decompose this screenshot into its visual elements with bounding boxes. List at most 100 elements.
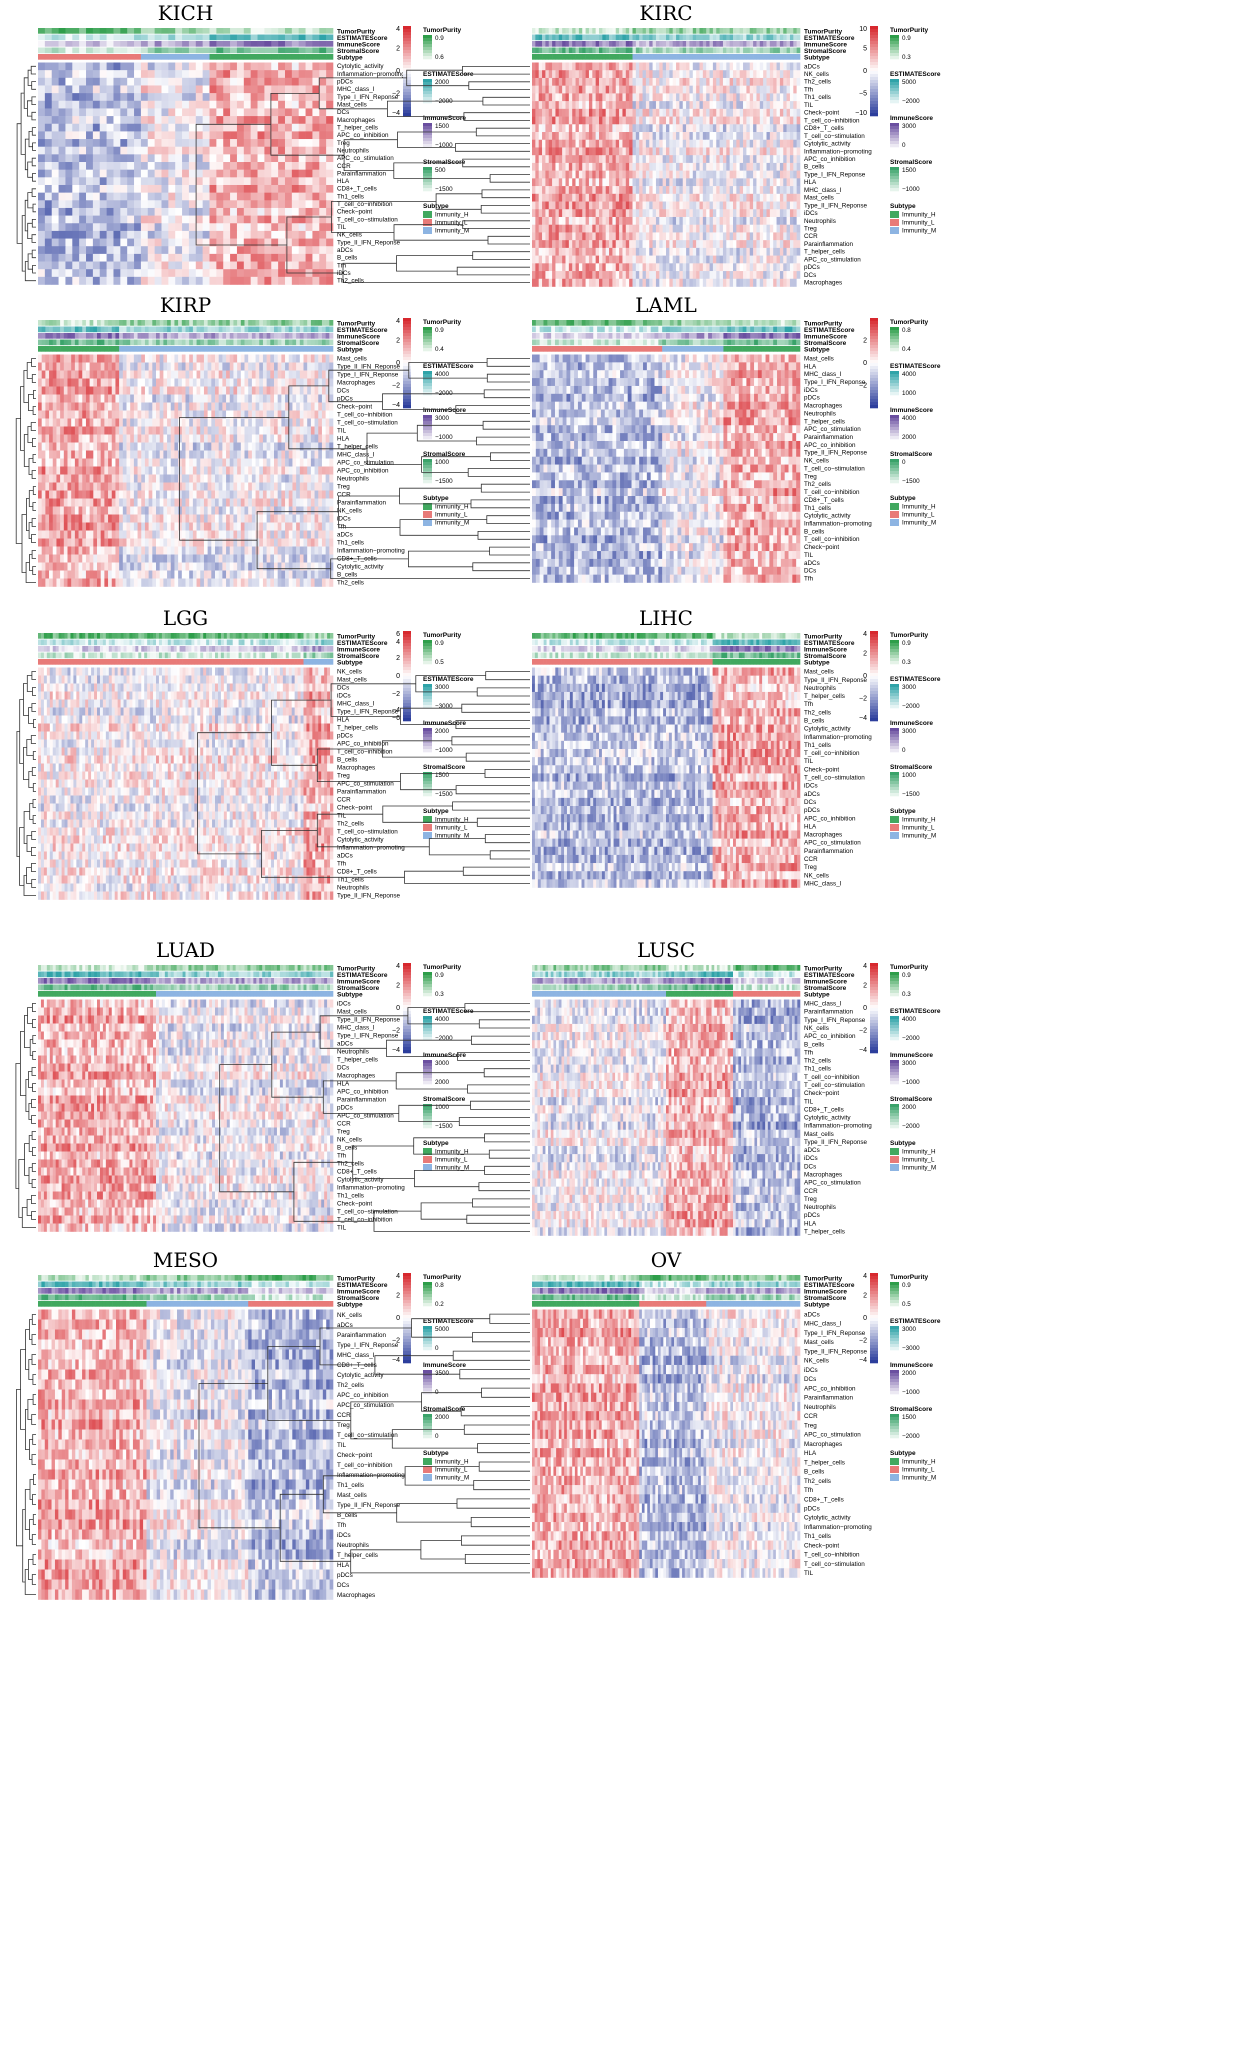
heatmap-cell — [538, 77, 543, 86]
heatmap-cell — [786, 255, 791, 264]
heatmap-cell — [599, 170, 603, 179]
heatmap-cell — [786, 116, 791, 125]
heatmap-cell — [676, 85, 680, 94]
annotation-cell — [148, 326, 153, 333]
heatmap-cell — [609, 224, 613, 233]
heatmap-cell — [676, 216, 680, 225]
heatmap-cell — [230, 70, 238, 79]
annotation-cell — [303, 346, 308, 352]
annotation-cell — [147, 41, 155, 47]
heatmap-cell — [154, 93, 162, 102]
heatmap-cell — [203, 354, 208, 363]
heatmap-cell — [182, 261, 190, 270]
heatmap-cell — [147, 200, 155, 209]
heatmap-cell — [729, 170, 734, 179]
heatmap-cell — [699, 62, 704, 71]
heatmap-cell — [545, 186, 550, 195]
annotation-cell — [318, 333, 323, 339]
heatmap-cell — [134, 269, 142, 278]
annotation-cell — [281, 333, 286, 339]
annotation-cell — [152, 333, 157, 339]
heatmap-cell — [582, 263, 586, 272]
heatmap-cell — [709, 224, 714, 233]
heatmap-cell — [140, 108, 149, 117]
heatmap-cell — [756, 101, 761, 110]
heatmap-cell — [635, 201, 640, 210]
heatmap-cell — [578, 70, 583, 79]
annotation-cell — [126, 320, 131, 326]
heatmap-cell — [615, 139, 620, 148]
heatmap-cell — [168, 77, 176, 86]
heatmap-cell — [538, 247, 543, 256]
heatmap-cell — [538, 124, 543, 133]
heatmap-cell — [699, 216, 704, 225]
heatmap-cell — [592, 209, 596, 218]
heatmap-cell — [736, 209, 740, 218]
heatmap-cell — [538, 178, 543, 187]
heatmap-cell — [582, 209, 586, 218]
heatmap-cell — [666, 139, 670, 148]
heatmap-cell — [669, 162, 673, 171]
heatmap-cell — [625, 263, 630, 272]
annotation-cell — [271, 34, 279, 41]
heatmap-cell — [642, 147, 647, 156]
heatmap-cell — [558, 77, 563, 86]
annotation-cell — [307, 346, 312, 352]
heatmap-cell — [202, 116, 210, 125]
heatmap-cell — [250, 269, 258, 278]
dendrogram-branch — [481, 189, 530, 199]
heatmap-cell — [243, 85, 251, 94]
heatmap-cell — [669, 216, 673, 225]
heatmap-cell — [672, 124, 677, 133]
heatmap-cell — [299, 354, 304, 363]
heatmap-cell — [776, 70, 781, 79]
annotation-cell — [582, 34, 586, 41]
annotation-cell — [769, 28, 774, 34]
heatmap-cell — [652, 139, 657, 148]
annotation-cell — [277, 326, 282, 333]
heatmap-cell — [555, 162, 560, 171]
heatmap-cell — [154, 62, 162, 71]
annotation-cell — [140, 28, 149, 34]
heatmap-cell — [736, 247, 740, 256]
heatmap-cell — [672, 278, 677, 287]
heatmap-cell — [243, 238, 251, 247]
color-scale-step — [870, 62, 878, 66]
annotation-cell — [49, 339, 54, 346]
heatmap-cell — [672, 193, 677, 202]
heatmap-cell — [168, 100, 176, 109]
annotation-cell — [326, 41, 334, 47]
legend-gradient-step — [890, 176, 899, 180]
heatmap-cell — [639, 278, 643, 287]
heatmap-cell — [223, 230, 231, 239]
heatmap-cell — [264, 269, 272, 278]
annotation-cell — [763, 41, 767, 47]
heatmap-cell — [140, 215, 149, 224]
heatmap-cell — [749, 139, 754, 148]
annotation-cell — [292, 326, 297, 333]
heatmap-cell — [161, 276, 169, 285]
heatmap-cell — [288, 354, 293, 363]
annotation-cell — [207, 333, 212, 339]
heatmap-cell — [662, 101, 667, 110]
heatmap-cell — [532, 62, 536, 71]
annotation-cell — [281, 326, 286, 333]
heatmap-cell — [733, 255, 737, 264]
color-scale-step — [403, 47, 411, 51]
heatmap-cell — [619, 162, 623, 171]
heatmap-cell — [106, 261, 114, 270]
heatmap-cell — [147, 223, 155, 232]
heatmap-cell — [542, 263, 546, 272]
heatmap-cell — [649, 255, 653, 264]
heatmap-cell — [699, 178, 704, 187]
heatmap-cell — [682, 162, 687, 171]
heatmap-cell — [783, 224, 787, 233]
annotation-label-stromalscore: StromalScore — [337, 340, 380, 347]
heatmap-cell — [49, 354, 54, 363]
annotation-cell — [676, 41, 680, 47]
heatmap-cell — [562, 77, 566, 86]
heatmap-cell — [645, 201, 650, 210]
annotation-label-estimatescore: ESTIMATEScore — [337, 327, 388, 334]
heatmap-cell — [154, 276, 162, 285]
annotation-cell — [237, 326, 242, 333]
